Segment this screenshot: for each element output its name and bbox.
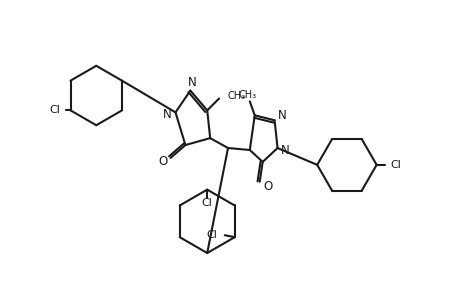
- Text: O: O: [263, 180, 272, 193]
- Text: Cl: Cl: [202, 199, 212, 208]
- Text: CH₃: CH₃: [227, 91, 245, 100]
- Text: CH₃: CH₃: [238, 89, 256, 100]
- Text: Cl: Cl: [390, 160, 401, 170]
- Text: Cl: Cl: [206, 230, 216, 240]
- Text: N: N: [188, 76, 196, 89]
- Text: N: N: [278, 109, 286, 122]
- Text: O: O: [157, 155, 167, 168]
- Text: N: N: [163, 108, 172, 121]
- Text: N: N: [280, 143, 289, 157]
- Text: Cl: Cl: [50, 105, 61, 116]
